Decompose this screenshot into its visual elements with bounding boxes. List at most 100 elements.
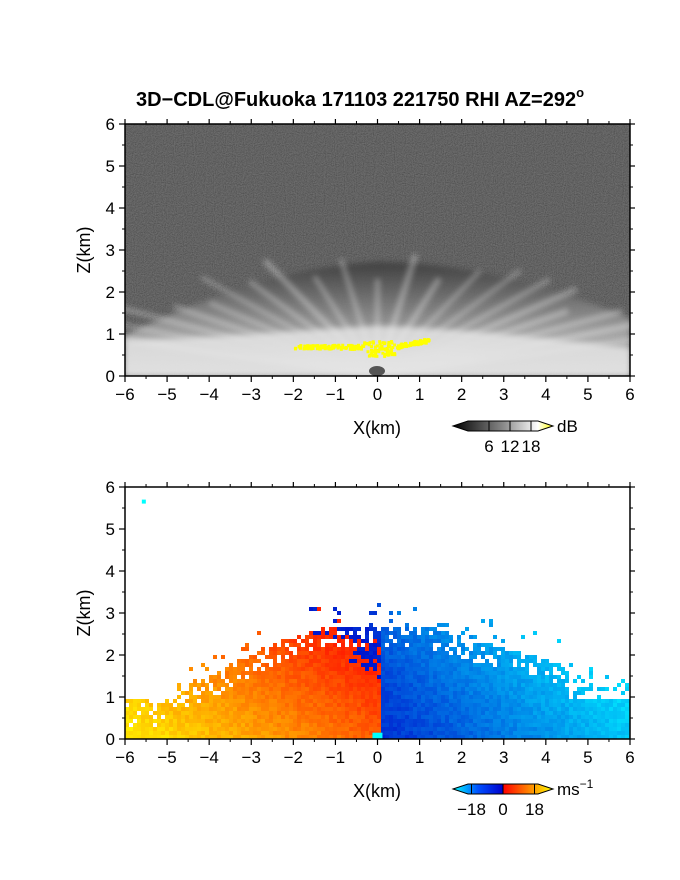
velocity-pixel [593, 703, 597, 707]
velocity-pixel [201, 707, 205, 711]
velocity-pixel [185, 711, 189, 715]
velocity-pixel [397, 671, 401, 675]
velocity-pixel [389, 639, 393, 643]
velocity-pixel [349, 683, 353, 687]
velocity-pixel [517, 735, 521, 739]
velocity-pixel [501, 711, 505, 715]
velocity-pixel [609, 703, 613, 707]
velocity-pixel [401, 675, 405, 679]
velocity-pixel [401, 651, 405, 655]
velocity-pixel [465, 663, 469, 667]
velocity-pixel [517, 663, 521, 667]
velocity-pixel [189, 691, 193, 695]
velocity-pixel [373, 667, 377, 671]
velocity-pixel [269, 715, 273, 719]
velocity-pixel [361, 659, 365, 663]
velocity-pixel [553, 675, 557, 679]
velocity-pixel [545, 667, 549, 671]
velocity-pixel [149, 707, 153, 711]
velocity-pixel [529, 675, 533, 679]
velocity-pixel [273, 675, 277, 679]
velocity-pixel [261, 663, 265, 667]
velocity-pixel [165, 711, 169, 715]
velocity-pixel [225, 727, 229, 731]
velocity-pixel [525, 719, 529, 723]
velocity-pixel [597, 723, 601, 727]
intensity-saturated-pixel [387, 342, 391, 346]
velocity-pixel [521, 731, 525, 735]
velocity-pixel [609, 723, 613, 727]
intensity-saturated-pixel [330, 345, 334, 349]
velocity-pixel [261, 727, 265, 731]
velocity-pixel [401, 679, 405, 683]
velocity-pixel [157, 727, 161, 731]
velocity-pixel [413, 679, 417, 683]
velocity-pixel [533, 655, 537, 659]
velocity-pixel [273, 703, 277, 707]
velocity-pixel [349, 675, 353, 679]
velocity-pixel [201, 719, 205, 723]
velocity-pixel [533, 687, 537, 691]
velocity-pixel [285, 651, 289, 655]
velocity-pixel [393, 663, 397, 667]
velocity-pixel [161, 711, 165, 715]
velocity-pixel [545, 719, 549, 723]
velocity-pixel [561, 699, 565, 703]
velocity-pixel [305, 707, 309, 711]
velocity-pixel [357, 699, 361, 703]
intensity-saturated-pixel [341, 343, 345, 347]
velocity-pixel [473, 707, 477, 711]
velocity-pixel [577, 731, 581, 735]
velocity-pixel [497, 711, 501, 715]
velocity-pixel [253, 659, 257, 663]
velocity-pixel [585, 719, 589, 723]
velocity-pixel [433, 635, 437, 639]
velocity-pixel [389, 619, 393, 623]
velocity-pixel [537, 675, 541, 679]
velocity-pixel [445, 727, 449, 731]
velocity-xtick-label: −1 [326, 748, 345, 767]
velocity-pixel [533, 663, 537, 667]
velocity-pixel [381, 635, 385, 639]
velocity-pixel [453, 723, 457, 727]
intensity-ytick-label: 4 [106, 199, 115, 218]
velocity-pixel [369, 727, 373, 731]
velocity-pixel [293, 695, 297, 699]
velocity-pixel [221, 695, 225, 699]
velocity-pixel [541, 731, 545, 735]
velocity-pixel [413, 607, 417, 611]
velocity-pixel [281, 699, 285, 703]
velocity-pixel [585, 723, 589, 727]
velocity-pixel [413, 707, 417, 711]
velocity-pixel [233, 679, 237, 683]
velocity-pixel [217, 711, 221, 715]
velocity-pixel [181, 727, 185, 731]
velocity-pixel [321, 711, 325, 715]
velocity-pixel [397, 639, 401, 643]
velocity-pixel [525, 731, 529, 735]
velocity-pixel [313, 687, 317, 691]
velocity-pixel [577, 735, 581, 739]
velocity-pixel [237, 671, 241, 675]
velocity-pixel [605, 675, 609, 679]
velocity-pixel [253, 695, 257, 699]
velocity-pixel [241, 667, 245, 671]
velocity-pixel [605, 703, 609, 707]
intensity-saturated-pixel [413, 339, 417, 343]
velocity-pixel [289, 651, 293, 655]
velocity-pixel [261, 647, 265, 651]
velocity-pixel [229, 675, 233, 679]
velocity-pixel [385, 735, 389, 739]
velocity-pixel [541, 699, 545, 703]
velocity-pixel [325, 647, 329, 651]
velocity-pixel [533, 691, 537, 695]
velocity-pixel [373, 675, 377, 679]
velocity-pixel [345, 679, 349, 683]
velocity-pixel [373, 715, 377, 719]
velocity-pixel [245, 659, 249, 663]
velocity-pixel [477, 687, 481, 691]
velocity-pixel [201, 715, 205, 719]
velocity-pixel [549, 719, 553, 723]
velocity-pixel [385, 639, 389, 643]
velocity-pixel [401, 727, 405, 731]
